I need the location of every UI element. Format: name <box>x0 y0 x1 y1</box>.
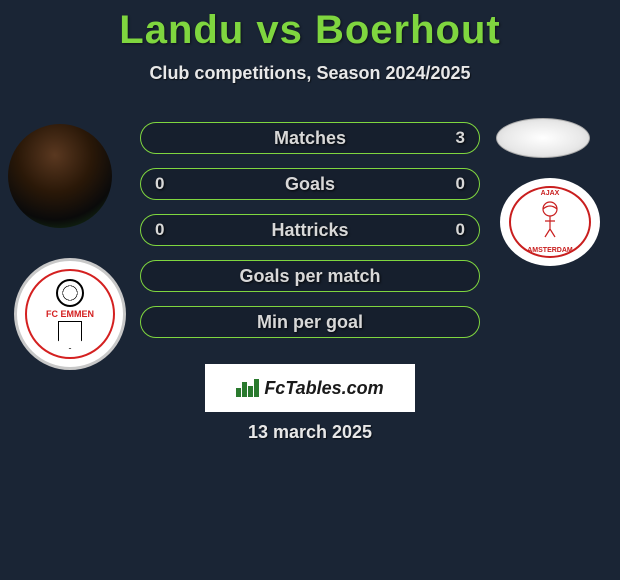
stat-row-goals: 0 Goals 0 <box>140 168 480 200</box>
shield-icon <box>58 321 82 349</box>
stat-row-goals-per-match: Goals per match <box>140 260 480 292</box>
branding-text: FcTables.com <box>264 378 383 399</box>
branding-box[interactable]: FcTables.com <box>205 364 415 412</box>
club-right-badge: AJAX AMSTERDAM <box>500 178 600 266</box>
stat-label: Goals per match <box>239 266 380 287</box>
page-title: Landu vs Boerhout <box>0 0 620 53</box>
stat-value-right: 0 <box>456 220 465 240</box>
stat-row-min-per-goal: Min per goal <box>140 306 480 338</box>
stat-label: Hattricks <box>271 220 348 241</box>
player-left-photo <box>8 124 112 228</box>
football-icon <box>56 279 84 307</box>
stat-label: Min per goal <box>257 312 363 333</box>
stat-row-matches: Matches 3 <box>140 122 480 154</box>
player-right-photo <box>496 118 590 158</box>
club-left-name: FC EMMEN <box>46 309 94 319</box>
club-right-name: AJAX <box>541 190 560 197</box>
stat-value-left: 0 <box>155 174 164 194</box>
club-left-badge: FC EMMEN <box>14 258 126 370</box>
stat-label: Matches <box>274 128 346 149</box>
subtitle: Club competitions, Season 2024/2025 <box>0 63 620 84</box>
stats-container: Matches 3 0 Goals 0 0 Hattricks 0 Goals … <box>140 122 480 352</box>
stat-label: Goals <box>285 174 335 195</box>
club-right-city: AMSTERDAM <box>527 247 573 254</box>
ajax-figure-icon <box>533 199 567 246</box>
stat-value-right: 0 <box>456 174 465 194</box>
club-right-ring: AJAX AMSTERDAM <box>509 186 591 258</box>
stat-value-right: 3 <box>456 128 465 148</box>
bar-chart-icon <box>236 379 258 397</box>
stat-row-hattricks: 0 Hattricks 0 <box>140 214 480 246</box>
stat-value-left: 0 <box>155 220 164 240</box>
date-text: 13 march 2025 <box>0 422 620 443</box>
